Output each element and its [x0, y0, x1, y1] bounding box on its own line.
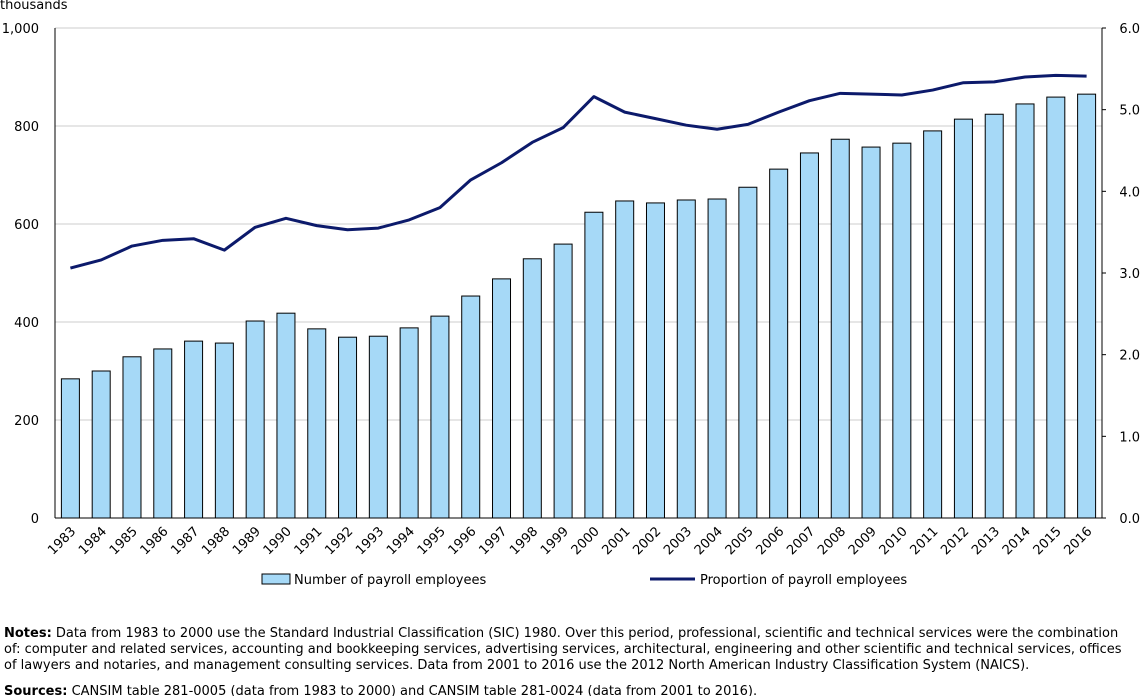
bar	[738, 186, 758, 519]
sources-paragraph: Sources: CANSIM table 281-0005 (data fro…	[4, 684, 1124, 696]
x-tick-label: 1988	[199, 524, 233, 558]
bar	[769, 168, 789, 519]
x-tick-label: 2004	[692, 524, 726, 558]
bar	[953, 118, 973, 519]
bar	[553, 243, 573, 519]
legend-swatch	[261, 573, 291, 585]
x-tick-label: 2003	[661, 524, 695, 558]
bar	[830, 138, 850, 519]
bar	[307, 328, 327, 519]
x-tick-label: 2010	[877, 524, 911, 558]
x-tick-label: 1991	[292, 524, 326, 558]
y2-tick-label: 4.0	[1119, 185, 1140, 200]
notes-text: Data from 1983 to 2000 use the Standard …	[4, 626, 1122, 673]
x-tick-label: 1984	[76, 524, 110, 558]
y2-tick-label: 1.0	[1119, 430, 1140, 445]
x-tick-label: 2012	[938, 524, 972, 558]
bar	[861, 146, 881, 519]
x-tick-label: 1996	[446, 524, 480, 558]
x-tick-label: 1992	[322, 524, 356, 558]
y2-tick-label: 5.0	[1119, 104, 1140, 119]
bar	[1077, 93, 1097, 519]
notes: Notes: Data from 1983 to 2000 use the St…	[4, 626, 1124, 696]
bar	[276, 312, 296, 519]
x-tick-label: 1997	[476, 524, 510, 558]
x-tick-label: 1994	[384, 524, 418, 558]
legend-label: Proportion of payroll employees	[700, 573, 907, 588]
legend-label: Number of payroll employees	[294, 573, 486, 588]
y2-tick-label: 6.0	[1119, 22, 1140, 37]
x-tick-label: 2008	[815, 524, 849, 558]
y-tick-label: 200	[14, 414, 39, 429]
bar	[615, 200, 635, 519]
bar	[461, 295, 481, 519]
bar	[522, 258, 542, 519]
x-tick-label: 2009	[846, 524, 880, 558]
bar	[707, 198, 727, 519]
bar	[1046, 96, 1066, 519]
bar	[214, 342, 234, 519]
x-tick-label: 2005	[723, 524, 757, 558]
notes-paragraph: Notes: Data from 1983 to 2000 use the St…	[4, 626, 1124, 674]
bar	[184, 340, 204, 519]
x-tick-label: 2001	[600, 524, 634, 558]
y2-tick-label: 3.0	[1119, 267, 1140, 282]
x-tick-label: 1989	[230, 524, 264, 558]
x-tick-label: 2007	[784, 524, 818, 558]
y-tick-label: 800	[14, 120, 39, 135]
y-tick-label: 1,000	[2, 22, 39, 37]
bar	[1015, 103, 1035, 519]
x-tick-label: 2000	[569, 524, 603, 558]
sources-label: Sources:	[4, 684, 68, 696]
y-tick-label: 400	[14, 316, 39, 331]
bar	[60, 378, 80, 519]
x-tick-label: 2006	[753, 524, 787, 558]
x-tick-label: 1998	[507, 524, 541, 558]
bar	[338, 336, 358, 519]
bar	[492, 278, 512, 519]
y-tick-label: 600	[14, 218, 39, 233]
bar	[91, 370, 111, 519]
y2-tick-label: 2.0	[1119, 349, 1140, 364]
bar	[645, 202, 665, 519]
bar	[368, 335, 388, 519]
x-tick-label: 1987	[168, 524, 202, 558]
x-tick-label: 1999	[538, 524, 572, 558]
y2-tick-label: 0.0	[1119, 512, 1140, 527]
bar	[984, 113, 1004, 519]
bar	[153, 348, 173, 519]
line	[70, 73, 1087, 270]
x-tick-label: 1995	[415, 524, 449, 558]
bar	[676, 199, 696, 519]
x-tick-label: 1990	[261, 524, 295, 558]
bar	[892, 142, 912, 519]
x-tick-label: 2015	[1031, 524, 1065, 558]
x-tick-label: 2014	[1000, 524, 1034, 558]
bar	[923, 130, 943, 519]
x-tick-label: 1986	[138, 524, 172, 558]
x-tick-label: 2016	[1061, 524, 1095, 558]
x-tick-label: 1983	[45, 524, 79, 558]
bar	[430, 315, 450, 519]
notes-label: Notes:	[4, 626, 52, 641]
x-tick-label: 1993	[353, 524, 387, 558]
x-tick-label: 2011	[907, 524, 941, 558]
bar	[122, 356, 142, 519]
bar	[584, 211, 604, 519]
bar	[245, 320, 265, 519]
x-tick-label: 2002	[630, 524, 664, 558]
bar	[799, 152, 819, 519]
chart: thousands 0 200 400 600 800 1,000 0.0 1.0 2.0 3.0…	[0, 0, 1140, 588]
sources-text: CANSIM table 281-0005 (data from 1983 to…	[71, 684, 758, 696]
y-unit-label: thousands	[0, 0, 68, 13]
y-tick-label: 0	[31, 512, 39, 527]
x-tick-label: 2013	[969, 524, 1003, 558]
x-tick-label: 1985	[107, 524, 141, 558]
bar	[399, 327, 419, 519]
